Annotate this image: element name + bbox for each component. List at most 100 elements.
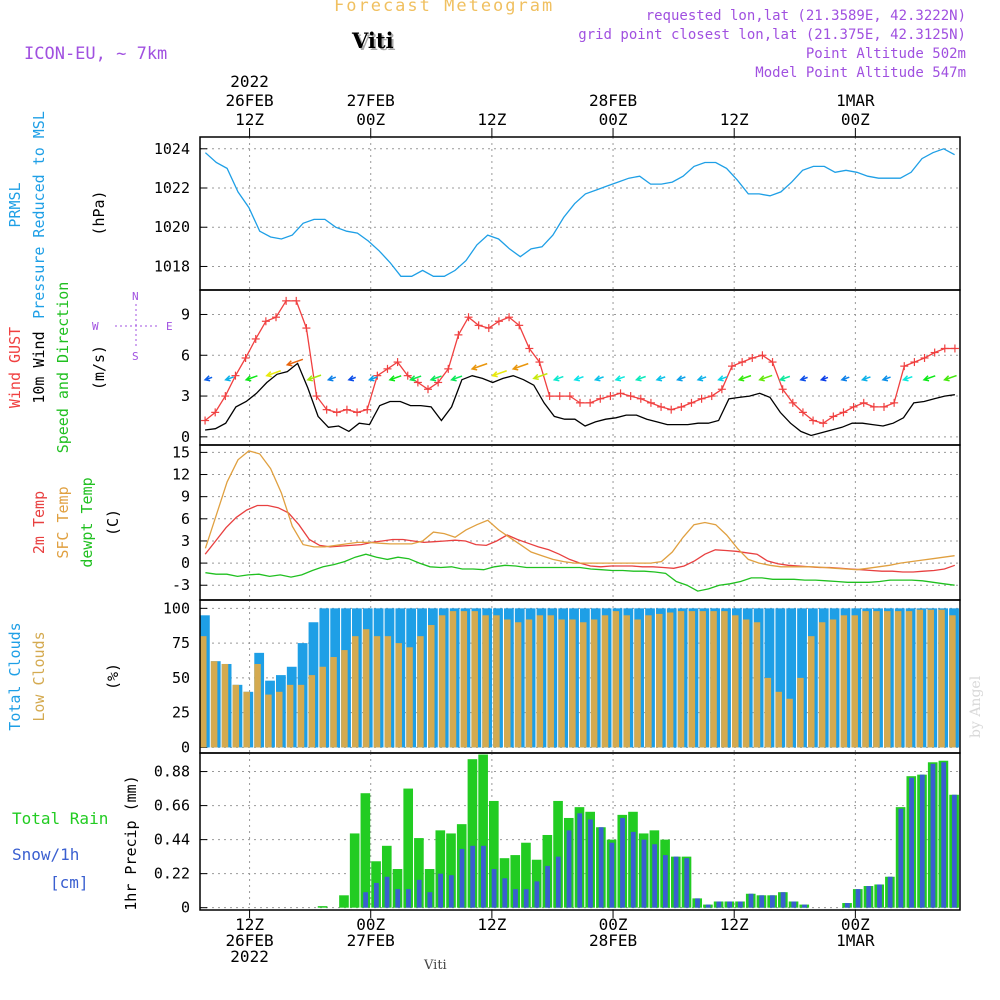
bar-rain bbox=[553, 800, 563, 908]
bar-snow bbox=[930, 763, 936, 908]
panel-wind: 0 3 6 9 W E N S Wind GUST 10m Wind Speed and Direc… bbox=[6, 282, 961, 453]
bar-snow bbox=[480, 845, 486, 908]
bar-snow bbox=[363, 892, 369, 908]
y-tick-label: 1024 bbox=[154, 140, 190, 158]
bar-rain bbox=[424, 869, 435, 908]
bar-low bbox=[341, 650, 348, 748]
bar-snow bbox=[502, 878, 508, 908]
wind-arrow bbox=[451, 375, 463, 381]
wind-arrow bbox=[287, 358, 304, 366]
bar-low bbox=[764, 677, 772, 748]
wind-arrow bbox=[389, 375, 402, 381]
y-tick-label: 1020 bbox=[154, 218, 190, 236]
wind-arrow-head bbox=[922, 375, 930, 382]
panel-frame bbox=[199, 136, 961, 291]
panel-frame bbox=[199, 752, 961, 911]
panel-frame bbox=[199, 444, 961, 601]
bottom-axis-label: 12Z bbox=[720, 915, 749, 934]
bar-low bbox=[894, 611, 902, 748]
wind-arrow-head bbox=[717, 375, 724, 382]
bar-low bbox=[721, 611, 728, 748]
bar-low bbox=[873, 611, 880, 748]
bar-low bbox=[395, 643, 402, 748]
bar-snow bbox=[395, 889, 401, 908]
y-tick-label: 0 bbox=[181, 899, 190, 917]
bar-snow bbox=[491, 869, 497, 908]
bar-low bbox=[297, 684, 305, 748]
bar-snow bbox=[844, 903, 850, 908]
compass-e: E bbox=[166, 320, 173, 333]
bar-low bbox=[210, 661, 218, 748]
y-tick-label: 0.88 bbox=[154, 763, 190, 781]
bar-low bbox=[265, 694, 272, 748]
wind-arrow bbox=[266, 370, 282, 377]
wind-arrow-head bbox=[470, 364, 478, 371]
top-axis-label: 12Z bbox=[235, 110, 264, 129]
bar-snow bbox=[770, 895, 775, 908]
bar-rain bbox=[360, 793, 371, 908]
ylabel-clouds-1: Low Clouds bbox=[30, 631, 48, 721]
series-line-temp-2 bbox=[205, 553, 955, 592]
bar-low bbox=[373, 636, 381, 748]
bottom-axis-label: 00Z bbox=[356, 915, 385, 934]
bar-snow bbox=[459, 848, 465, 908]
wind-arrow-head bbox=[881, 375, 889, 382]
bar-low bbox=[862, 611, 869, 748]
bar-snow bbox=[577, 813, 583, 908]
bar-low bbox=[547, 615, 554, 748]
bar-snow bbox=[652, 844, 658, 908]
bar-snow bbox=[416, 879, 422, 908]
bar-snow bbox=[727, 901, 732, 908]
bottom-axis-label: 2022 bbox=[230, 947, 269, 966]
wind-arrow bbox=[471, 362, 488, 370]
top-axis-label: 12Z bbox=[720, 110, 749, 129]
bar-snow bbox=[705, 904, 711, 908]
compass-n: N bbox=[132, 290, 139, 303]
y-tick-label: 3 bbox=[181, 532, 190, 550]
bar-low bbox=[406, 647, 413, 748]
bar-low bbox=[818, 622, 826, 748]
bar-snow bbox=[566, 830, 572, 908]
wind-arrow bbox=[430, 375, 442, 381]
bar-low bbox=[493, 615, 500, 748]
bottom-axis-label: 12Z bbox=[235, 915, 264, 934]
bar-rain bbox=[510, 855, 521, 908]
bottom-axis-label: 00Z bbox=[599, 915, 628, 934]
bar-low bbox=[634, 619, 641, 748]
bar-low bbox=[460, 611, 468, 748]
bar-snow bbox=[802, 904, 807, 908]
compass-s: S bbox=[132, 350, 139, 363]
ylabel-pressure-0: PRMSL bbox=[6, 182, 24, 227]
ylabel-wind-0: Wind GUST bbox=[6, 327, 24, 408]
wind-arrow-head bbox=[819, 375, 827, 382]
bar-low bbox=[949, 615, 956, 748]
y-tick-label: 0 bbox=[181, 738, 190, 756]
ylabel-temp-1: SFC Temp bbox=[54, 486, 72, 558]
wind-arrow bbox=[759, 374, 773, 381]
wind-arrow-head bbox=[326, 375, 334, 382]
wind-arrow-head bbox=[840, 375, 848, 382]
y-tick-label: 0.66 bbox=[154, 797, 190, 815]
bar-low bbox=[482, 615, 489, 748]
wind-arrow-head bbox=[778, 375, 786, 382]
bar-low bbox=[710, 611, 717, 748]
bar-low bbox=[384, 636, 392, 748]
wind-arrow-head bbox=[285, 360, 293, 367]
bar-snow bbox=[470, 845, 476, 908]
y-tick-label: 0.22 bbox=[154, 865, 190, 883]
bar-low bbox=[808, 636, 815, 748]
ylabel-temp-0: 2m Temp bbox=[30, 491, 48, 554]
bar-snow bbox=[555, 856, 561, 908]
bar-low bbox=[742, 619, 750, 748]
bar-rain bbox=[521, 842, 531, 908]
bottom-axis-label: 26FEB bbox=[225, 931, 273, 950]
wind-arrow-head bbox=[388, 375, 396, 382]
y-tick-label: -3 bbox=[172, 576, 190, 594]
bar-low bbox=[666, 612, 674, 748]
bar-low bbox=[612, 611, 620, 748]
bar-snow bbox=[588, 819, 593, 908]
bar-low bbox=[200, 636, 207, 748]
ylabel-wind-1: 10m Wind bbox=[30, 331, 48, 403]
bottom-axis-label: 00Z bbox=[841, 915, 870, 934]
wind-arrow-head bbox=[224, 375, 231, 382]
